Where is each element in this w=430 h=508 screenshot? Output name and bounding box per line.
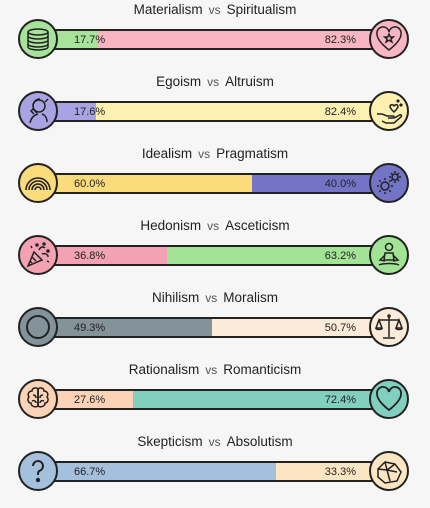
heart-star-icon: [369, 19, 409, 59]
vs-label: vs: [205, 363, 218, 377]
left-percentage: 60.0%: [74, 177, 106, 190]
axis-title: Skepticism vs Absolutism: [0, 434, 430, 449]
left-fill: [32, 247, 167, 264]
right-percentage: 82.3%: [324, 33, 356, 46]
left-fill: [32, 175, 252, 192]
left-axis-label: Skepticism: [137, 434, 203, 449]
right-axis-label: Moralism: [223, 290, 278, 305]
vs-label: vs: [207, 75, 220, 89]
vs-label: vs: [198, 147, 211, 161]
axis-bar: 36.8% 63.2%: [30, 245, 400, 266]
left-percentage: 17.6%: [74, 105, 106, 118]
left-axis-label: Materialism: [133, 2, 203, 17]
axis-bar: 27.6% 72.4%: [30, 389, 400, 410]
left-axis-label: Rationalism: [128, 362, 200, 377]
axis-bar: 17.7% 82.3%: [30, 29, 400, 50]
left-percentage: 36.8%: [74, 249, 106, 262]
axis-row-nihilism-moralism: Nihilism vs Moralism 49.3% 50.7%: [0, 288, 430, 360]
right-axis-label: Altruism: [225, 74, 274, 89]
left-percentage: 27.6%: [74, 393, 106, 406]
axis-title: Egoism vs Altruism: [0, 74, 430, 89]
right-fill: [96, 103, 398, 120]
vs-label: vs: [208, 3, 221, 17]
left-percentage: 17.7%: [74, 33, 106, 46]
right-fill: [166, 247, 398, 264]
right-percentage: 63.2%: [324, 249, 356, 262]
question-mark-icon: [18, 451, 58, 491]
rock-icon: [369, 451, 409, 491]
axis-bar: 60.0% 40.0%: [30, 173, 400, 194]
left-percentage: 49.3%: [74, 321, 106, 334]
right-axis-label: Asceticism: [225, 218, 290, 233]
left-axis-label: Nihilism: [151, 290, 200, 305]
meditation-icon: [369, 235, 409, 275]
left-percentage: 66.7%: [74, 465, 106, 478]
right-percentage: 40.0%: [324, 177, 356, 190]
gears-icon: [369, 163, 409, 203]
right-fill: [251, 175, 398, 192]
empty-circle-icon: [18, 307, 58, 347]
right-percentage: 33.3%: [324, 465, 356, 478]
left-axis-label: Hedonism: [140, 218, 202, 233]
axis-bar: 66.7% 33.3%: [30, 461, 400, 482]
vs-label: vs: [208, 435, 221, 449]
axis-row-skepticism-absolutism: Skepticism vs Absolutism 66.7% 33.3%: [0, 432, 430, 504]
helping-hand-icon: [369, 91, 409, 131]
axis-title: Hedonism vs Asceticism: [0, 218, 430, 233]
left-axis-label: Idealism: [141, 146, 193, 161]
axis-title: Nihilism vs Moralism: [0, 290, 430, 305]
right-axis-label: Spiritualism: [226, 2, 297, 17]
vs-label: vs: [205, 291, 218, 305]
vs-label: vs: [207, 219, 220, 233]
axis-title: Idealism vs Pragmatism: [0, 146, 430, 161]
right-fill: [133, 391, 398, 408]
axis-row-egoism-altruism: Egoism vs Altruism 17.6% 82.4%: [0, 72, 430, 144]
right-fill: [212, 319, 398, 336]
axis-row-hedonism-asceticism: Hedonism vs Asceticism 36.8% 63.2%: [0, 216, 430, 288]
axis-row-idealism-pragmatism: Idealism vs Pragmatism 60.0% 40.0%: [0, 144, 430, 216]
left-fill: [32, 463, 277, 480]
right-fill: [276, 463, 398, 480]
right-percentage: 50.7%: [324, 321, 356, 334]
brain-icon: [18, 379, 58, 419]
left-axis-label: Egoism: [156, 74, 202, 89]
right-percentage: 82.4%: [324, 105, 356, 118]
heart-icon: [369, 379, 409, 419]
axis-row-materialism-spiritualism: Materialism vs Spiritualism 17.7% 82.3%: [0, 0, 430, 72]
rainbow-icon: [18, 163, 58, 203]
coins-icon: [18, 19, 58, 59]
axis-bar: 49.3% 50.7%: [30, 317, 400, 338]
axis-title: Materialism vs Spiritualism: [0, 2, 430, 17]
right-percentage: 72.4%: [324, 393, 356, 406]
party-popper-icon: [18, 235, 58, 275]
right-axis-label: Romanticism: [223, 362, 302, 377]
axis-title: Rationalism vs Romanticism: [0, 362, 430, 377]
axis-row-rationalism-romanticism: Rationalism vs Romanticism 27.6% 72.4%: [0, 360, 430, 432]
left-fill: [32, 319, 213, 336]
axis-bar: 17.6% 82.4%: [30, 101, 400, 122]
right-axis-label: Pragmatism: [216, 146, 289, 161]
scales-icon: [369, 307, 409, 347]
right-axis-label: Absolutism: [226, 434, 293, 449]
self-touch-icon: [18, 91, 58, 131]
right-fill: [96, 31, 398, 48]
